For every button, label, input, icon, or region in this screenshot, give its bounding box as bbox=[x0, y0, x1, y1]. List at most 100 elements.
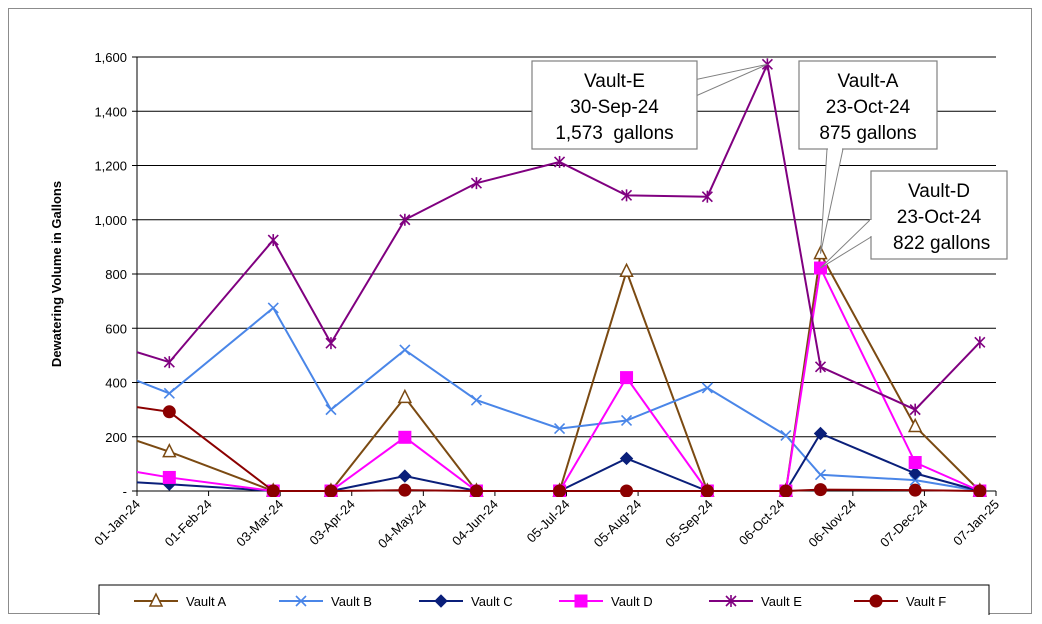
annotation-callout: Vault-A 23-Oct-24 875 gallons bbox=[798, 60, 938, 254]
callout-pointer bbox=[820, 148, 844, 254]
chart-frame: - 200 400 600 800 1,000 1,200 1,400 1,600 01-Jan-… bbox=[8, 8, 1032, 615]
data-point-vault-b bbox=[780, 429, 792, 441]
data-point-vault-a bbox=[162, 442, 177, 458]
data-point-vault-b bbox=[620, 414, 633, 427]
data-point-vault-f bbox=[779, 484, 793, 497]
y-tick-label: 200 bbox=[105, 430, 127, 445]
data-point-vault-e bbox=[620, 189, 633, 202]
legend: Vault A Vault B Vault C Vault D Vault E Vault… bbox=[98, 584, 990, 615]
callout-pointer bbox=[688, 63, 768, 100]
data-point-vault-c bbox=[908, 466, 922, 481]
series-line-vault-a bbox=[137, 250, 981, 492]
annotations: Vault-E 30-Sep-24 1,573 gallons Vault-A 23-O… bbox=[531, 60, 1008, 269]
x-tick-label: 01-Jan-24 bbox=[91, 497, 143, 549]
callout-box bbox=[798, 60, 938, 150]
data-point-vault-f bbox=[814, 483, 828, 497]
data-point-vault-b bbox=[399, 344, 411, 356]
series-vault-e bbox=[116, 58, 986, 416]
legend-item-vault-c: Vault C bbox=[419, 594, 513, 609]
data-point-vault-b bbox=[325, 404, 337, 416]
data-point-vault-c bbox=[619, 451, 634, 466]
legend-item-vault-f: Vault F bbox=[854, 594, 946, 609]
x-tick-label: 05-Jul-24 bbox=[524, 497, 573, 546]
legend-label: Vault E bbox=[761, 594, 802, 609]
data-point-vault-e bbox=[163, 356, 175, 369]
callout-box bbox=[870, 170, 1008, 260]
legend-item-vault-b: Vault B bbox=[279, 594, 372, 609]
data-point-vault-d bbox=[908, 456, 922, 470]
x-tick-label: 06-Oct-24 bbox=[736, 497, 787, 548]
series-vault-f bbox=[115, 399, 987, 497]
data-point-vault-b bbox=[909, 474, 921, 486]
y-tick-label: 1,400 bbox=[94, 104, 127, 119]
legend-marker bbox=[725, 595, 737, 607]
legend-marker bbox=[574, 594, 588, 608]
legend-label: Vault F bbox=[906, 594, 946, 609]
annotation-callout: Vault-D 23-Oct-24 822 gallons bbox=[820, 170, 1008, 269]
data-point-vault-f bbox=[266, 484, 280, 497]
x-tick-label: 05-Sep-24 bbox=[662, 497, 716, 551]
x-tick-label: 04-Jun-24 bbox=[449, 497, 501, 549]
data-point-vault-b bbox=[163, 387, 175, 399]
legend-marker bbox=[434, 594, 448, 608]
callout-line: 23-Oct-24 bbox=[826, 97, 911, 118]
legend-item-vault-a: Vault A bbox=[134, 592, 227, 609]
data-point-vault-e bbox=[399, 213, 411, 226]
legend-label: Vault A bbox=[186, 594, 227, 609]
y-axis-label: Dewatering Volume in Gallons bbox=[49, 181, 64, 367]
callout-line: 875 gallons bbox=[819, 123, 916, 144]
legend-label: Vault D bbox=[611, 594, 653, 609]
data-point-vault-e bbox=[909, 403, 921, 416]
series-line-vault-b bbox=[137, 306, 981, 492]
x-tick-label: 07-Jan-25 bbox=[950, 497, 1002, 549]
data-point-vault-c bbox=[398, 469, 412, 483]
callout-line: Vault-A bbox=[838, 71, 899, 92]
data-point-vault-b bbox=[554, 423, 566, 435]
data-point-vault-d bbox=[162, 470, 176, 484]
legend-marker bbox=[148, 592, 164, 607]
legend-item-vault-e: Vault E bbox=[709, 594, 802, 609]
y-tick-label: 400 bbox=[105, 376, 127, 391]
callout-line: Vault-D bbox=[908, 181, 970, 202]
y-tick-label: - bbox=[123, 484, 127, 499]
data-point-vault-f bbox=[162, 405, 176, 419]
legend-item-vault-d: Vault D bbox=[559, 594, 653, 609]
data-point-vault-f bbox=[908, 483, 922, 497]
y-tick-label: 600 bbox=[105, 321, 127, 336]
y-tick-label: 800 bbox=[105, 267, 127, 282]
data-point-vault-e bbox=[554, 155, 566, 168]
data-point-vault-f bbox=[324, 484, 338, 497]
x-tick-label: 03-Apr-24 bbox=[306, 497, 357, 548]
data-point-vault-e bbox=[814, 360, 827, 373]
y-tick-label: 1,600 bbox=[94, 50, 127, 65]
legend-label: Vault C bbox=[471, 594, 513, 609]
series-vault-d bbox=[137, 261, 987, 497]
x-tick-label: 01-Feb-24 bbox=[162, 497, 215, 550]
series-vault-b bbox=[137, 302, 986, 497]
data-point-vault-f bbox=[973, 484, 987, 497]
data-point-vault-e bbox=[325, 337, 337, 350]
callout-line: 30-Sep-24 bbox=[570, 97, 659, 118]
y-tick-label: 1,200 bbox=[94, 159, 127, 174]
data-point-vault-d bbox=[620, 371, 634, 385]
x-tick-label: 04-May-24 bbox=[375, 497, 430, 552]
x-tick-label: 03-Mar-24 bbox=[233, 497, 286, 550]
x-tick-label: 06-Nov-24 bbox=[805, 497, 859, 551]
callout-box bbox=[531, 60, 698, 150]
data-point-vault-f bbox=[469, 484, 483, 497]
legend-label: Vault B bbox=[331, 594, 372, 609]
data-point-vault-f bbox=[115, 399, 127, 411]
data-point-vault-e bbox=[701, 190, 713, 203]
data-point-vault-e bbox=[974, 336, 986, 349]
line-chart: - 200 400 600 800 1,000 1,200 1,400 1,600 01-Jan-… bbox=[49, 50, 1008, 615]
data-point-vault-e bbox=[116, 341, 126, 353]
data-point-vault-d bbox=[398, 430, 412, 444]
data-point-vault-f bbox=[398, 483, 412, 497]
data-point-vault-e bbox=[470, 177, 483, 190]
data-point-vault-c bbox=[813, 426, 828, 441]
x-tick-label: 07-Dec-24 bbox=[877, 497, 931, 551]
legend-marker bbox=[295, 595, 307, 607]
series-vault-a bbox=[137, 244, 988, 497]
data-point-vault-b bbox=[814, 469, 827, 481]
data-point-vault-a bbox=[397, 388, 413, 404]
